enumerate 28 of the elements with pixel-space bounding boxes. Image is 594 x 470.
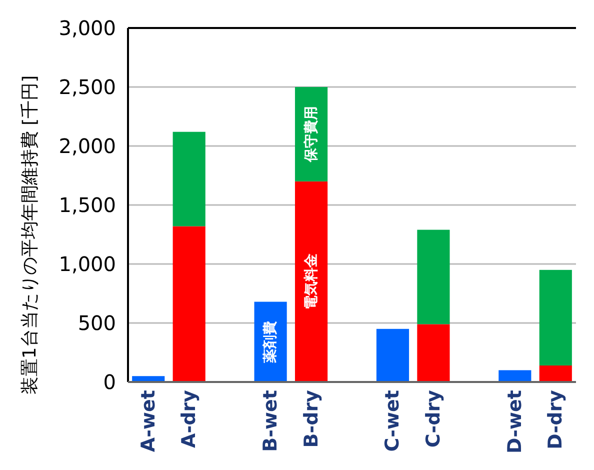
y-tick-label: 1,000: [58, 252, 116, 276]
x-tick-label: C-dry: [422, 389, 444, 448]
series-label: 保守費用: [302, 106, 320, 164]
bar: [417, 230, 450, 324]
bar: [417, 324, 450, 382]
x-tick-label: A-wet: [137, 390, 160, 452]
y-tick-label: 3,000: [58, 16, 116, 40]
bar: [498, 370, 532, 382]
bar: [294, 181, 328, 382]
x-tick-label: A-dry: [178, 389, 200, 448]
x-tick-label: B-dry: [300, 389, 322, 448]
bar: [539, 365, 572, 382]
x-tick-label: D-dry: [544, 389, 567, 450]
x-tick-label: D-wet: [504, 390, 526, 454]
y-tick-label: 2,000: [58, 134, 116, 158]
series-label: 電気料金: [303, 252, 320, 310]
series-label: 薬剤費: [262, 320, 279, 364]
bar: [539, 270, 572, 366]
x-tick-label: B-wet: [260, 390, 282, 452]
y-tick-label: 500: [78, 311, 116, 335]
y-tick-label: 2,500: [58, 75, 116, 99]
bar: [172, 132, 206, 226]
y-tick-label: 0: [103, 370, 116, 394]
bar: [376, 328, 410, 382]
bar: [172, 226, 206, 382]
y-tick-label: 1,500: [58, 193, 116, 217]
y-axis-title: 装置1台当たりの平均年間維持費 [千円]: [20, 75, 40, 395]
x-tick-label: C-wet: [382, 390, 404, 452]
